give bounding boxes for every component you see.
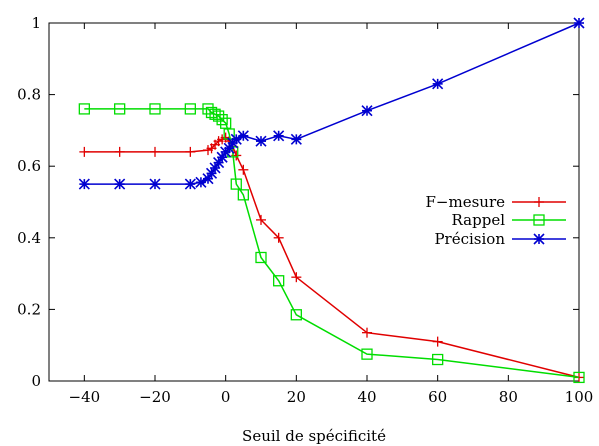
x-tick-label: 0 [221,388,231,406]
series-precision [78,17,585,190]
data-point-precision [573,17,585,29]
data-point-f-mesure [362,327,372,338]
legend: F−mesure Rappel Précision [426,193,566,248]
data-point-precision [432,78,444,90]
series-line-f-mesure [84,136,580,379]
x-tick-label: 20 [287,388,306,406]
data-point-f-mesure [238,164,249,175]
legend-marker-rappel [533,214,545,226]
y-tick-label: 0.6 [17,157,41,175]
data-point-f-mesure [185,146,196,157]
data-point-rappel [220,117,232,129]
y-tick-label: 0 [31,372,41,390]
data-point-rappel [273,275,285,287]
data-point-precision [361,105,373,117]
data-point-precision [149,178,161,190]
x-tick-label: 100 [565,388,594,406]
x-axis-label: Seuil de spécificité [242,427,386,445]
data-point-rappel [237,189,249,201]
plot-frame [48,22,580,382]
data-point-f-mesure [256,214,266,225]
legend-marker-precision [533,233,545,245]
y-tick-label: 1 [31,14,41,32]
data-point-rappel [361,348,373,360]
x-tick-label: 80 [499,388,518,406]
data-point-rappel [255,251,267,264]
data-point-f-mesure [291,272,302,283]
data-point-precision [209,162,221,174]
x-tick-label: −40 [69,388,101,406]
data-point-rappel [290,309,302,321]
series-f-mesure [79,132,584,383]
data-point-precision [114,178,126,190]
data-point-precision [78,178,90,190]
data-point-f-mesure [114,146,125,157]
data-point-f-mesure [150,146,160,157]
data-point-precision [184,178,196,190]
data-point-rappel [212,110,225,122]
data-point-rappel [230,178,242,190]
data-point-precision [255,135,267,147]
data-point-f-mesure [432,336,443,347]
data-point-f-mesure [79,146,90,157]
data-point-rappel [184,103,196,115]
series-rappel [78,103,585,384]
data-point-rappel [573,371,585,384]
data-point-precision [202,173,214,185]
legend-label-f-mesure: F−mesure [426,193,506,211]
data-point-rappel [205,106,218,119]
y-tick-label: 0.2 [17,300,41,318]
data-point-rappel [78,103,90,115]
legend-label-precision: Précision [434,230,505,248]
x-tick-label: 40 [357,388,376,406]
axes: −40 −20 0 20 40 60 80 100 0 0.2 0.4 0.6 0.8 1 [17,14,593,406]
legend-label-rappel: Rappel [452,211,506,229]
data-point-rappel [114,103,126,115]
data-point-f-mesure [273,232,284,243]
data-point-precision [290,133,302,145]
data-point-precision [273,130,285,142]
x-tick-label: −20 [139,388,171,406]
data-point-rappel [216,114,228,126]
legend-marker-f-mesure [534,197,544,207]
data-point-rappel [432,353,444,366]
data-point-rappel [149,103,161,115]
x-tick-label: 60 [428,388,447,406]
y-tick-label: 0.4 [17,229,41,247]
data-point-precision [237,130,249,142]
y-tick-label: 0.8 [17,86,41,104]
series-group [78,17,585,384]
